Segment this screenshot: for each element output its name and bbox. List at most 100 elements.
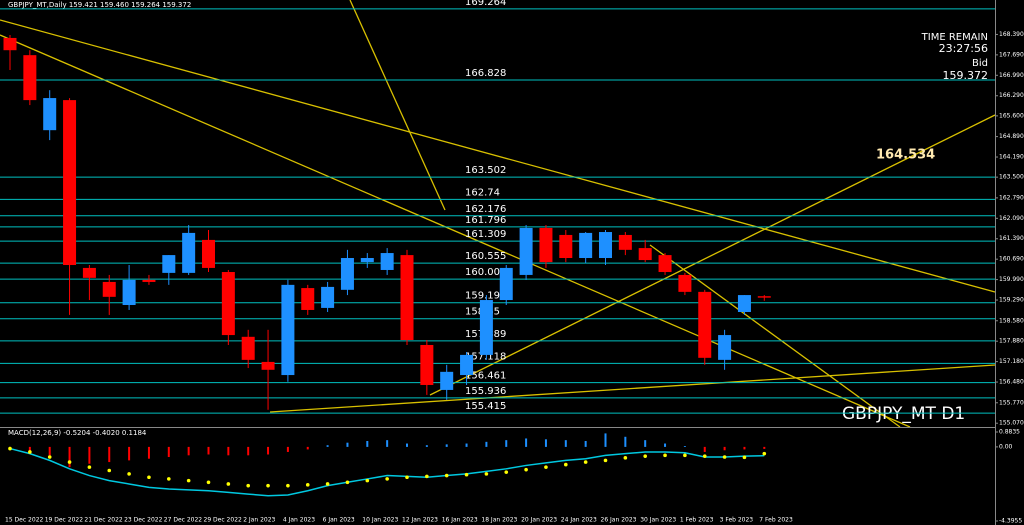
level-label: 155.936 [465, 386, 506, 397]
trend-line [649, 244, 901, 428]
signal-dot [663, 453, 667, 458]
signal-dot [147, 475, 151, 480]
macd-y-tick-label: 0.00 [999, 443, 1013, 450]
x-tick-label: 20 Jan 2023 [521, 517, 557, 524]
signal-dot [107, 468, 112, 473]
x-tick-label: 24 Jan 2023 [561, 517, 597, 524]
macd-bar [445, 444, 448, 447]
candle-body [599, 232, 612, 259]
y-tick-label: 156.480 [999, 379, 1024, 386]
macd-bar [703, 446, 706, 452]
level-label: 160.005 [465, 267, 506, 278]
macd-bar [763, 446, 766, 449]
candle-body [519, 227, 533, 275]
level-label: 169.264 [465, 0, 506, 8]
x-tick-label: 3 Feb 2023 [720, 517, 754, 524]
signal-dot [504, 470, 509, 474]
x-tick-label: 10 Jan 2023 [362, 517, 398, 524]
macd-bar [128, 446, 131, 461]
candle-body [142, 279, 156, 282]
x-tick-label: 30 Jan 2023 [640, 517, 676, 524]
candle-body [400, 255, 414, 341]
x-tick-label: 15 Dec 2022 [5, 517, 44, 524]
x-tick-label: 1 Feb 2023 [680, 517, 714, 524]
y-tick-label: 164.890 [999, 133, 1024, 140]
candle-body [202, 239, 215, 268]
signal-dot [583, 460, 588, 464]
y-tick-label: 157.880 [999, 338, 1024, 345]
macd-bar [247, 446, 250, 456]
trend-line [349, 0, 446, 211]
bid: 159.372 [943, 69, 989, 82]
macd-bar [465, 443, 468, 447]
signal-dot [246, 483, 250, 488]
trend-lines [0, 0, 996, 428]
signal-dot [365, 478, 370, 483]
macd-bar [386, 440, 389, 447]
macd-bar [88, 446, 91, 464]
candle-body [737, 295, 751, 313]
signal-dot [564, 462, 568, 467]
macd-bar [743, 446, 746, 450]
signal-dot [47, 455, 52, 459]
macd-bar [48, 446, 51, 456]
signal-dot [742, 455, 747, 460]
level-label: 157.118 [465, 351, 506, 362]
candle-body [261, 361, 275, 370]
signal-dot [405, 475, 409, 480]
candle-body [638, 248, 652, 261]
x-tick-label: 2 Jan 2023 [243, 517, 275, 524]
x-tick-label: 27 Dec 2022 [164, 517, 203, 524]
price-marker: 164.534 [876, 148, 935, 163]
x-tick-label: 6 Jan 2023 [323, 517, 355, 524]
candle-body [718, 335, 732, 360]
signal-dot [266, 483, 270, 488]
level-label: 166.828 [465, 68, 506, 79]
macd-bar [306, 446, 309, 450]
candle-body [698, 291, 712, 358]
macd-y-tick-label: 0.8835 [999, 429, 1020, 436]
trend-line [269, 364, 996, 413]
macd-bar [564, 440, 567, 447]
x-tick-label: 4 Jan 2023 [283, 517, 315, 524]
y-tick-label: 166.290 [999, 92, 1024, 99]
y-tick-label: 160.690 [999, 256, 1024, 263]
signal-dot [286, 483, 290, 488]
signal-dot [464, 472, 469, 477]
macd-bar [108, 446, 111, 463]
x-tick-label: 18 Jan 2023 [481, 517, 517, 524]
level-label: 155.415 [465, 401, 506, 412]
signal-dot [623, 456, 628, 460]
candle-body [321, 286, 335, 308]
signal-dot [67, 460, 72, 464]
signal-dot [325, 482, 330, 486]
signal-dot [8, 446, 12, 451]
level-label: 163.502 [465, 165, 506, 176]
signal-dot [484, 472, 489, 476]
macd-bar [346, 442, 349, 447]
macd-label: MACD(12,26,9) -0.5204 -0.4020 0.1184 [8, 429, 147, 437]
y-tick-label: 161.390 [999, 235, 1024, 242]
candle-body [43, 98, 57, 131]
candle-body [499, 267, 513, 301]
signal-dot [544, 465, 548, 469]
macd-bar [525, 438, 528, 447]
level-label: 159.198 [465, 291, 506, 302]
macd-bar [544, 439, 547, 447]
macd-bar [505, 440, 508, 447]
macd-bar [167, 446, 170, 458]
level-label: 162.74 [465, 187, 500, 198]
y-tick-label: 155.070 [999, 420, 1024, 427]
macd-bar [286, 446, 289, 452]
y-tick-label: 164.190 [999, 154, 1024, 161]
candle-body [479, 300, 493, 355]
candle-body [539, 227, 553, 263]
level-label: 161.796 [465, 215, 506, 226]
macd-bar [604, 433, 607, 447]
y-tick-label: 165.600 [999, 112, 1024, 119]
y-tick-label: 168.390 [999, 31, 1024, 38]
candle-body [182, 232, 196, 273]
signal-dot [167, 477, 171, 481]
y-tick-label: 163.500 [999, 174, 1024, 181]
